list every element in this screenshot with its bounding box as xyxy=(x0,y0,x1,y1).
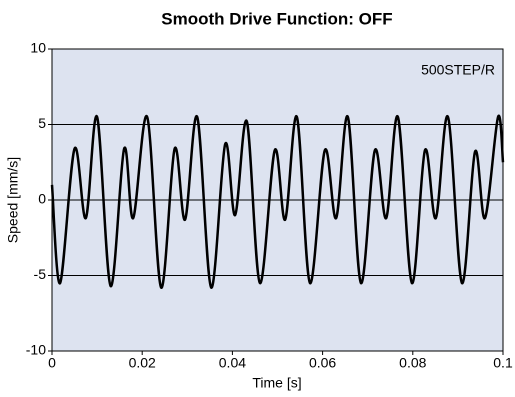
y-tick-label: -5 xyxy=(34,266,47,282)
plot-frame xyxy=(51,48,504,352)
x-axis-label: Time [s] xyxy=(252,375,301,391)
x-tick-label: 0.08 xyxy=(399,355,426,371)
x-tick-label: 0 xyxy=(48,355,56,371)
y-tick-label: -10 xyxy=(26,342,46,358)
y-tick-label: 10 xyxy=(30,40,46,56)
x-tick-label: 0.06 xyxy=(309,355,336,371)
chart-title: Smooth Drive Function: OFF xyxy=(161,9,392,28)
y-tick-label: 0 xyxy=(38,191,46,207)
x-tick-label: 0.02 xyxy=(129,355,156,371)
x-tick-label: 0.04 xyxy=(219,355,246,371)
x-tick-label: 0.1 xyxy=(493,355,513,371)
data-line xyxy=(50,114,505,289)
y-axis-label: Speed [mm/s] xyxy=(5,157,21,243)
annotation: 500STEP/R xyxy=(421,62,495,78)
y-tick-label: 5 xyxy=(38,115,46,131)
